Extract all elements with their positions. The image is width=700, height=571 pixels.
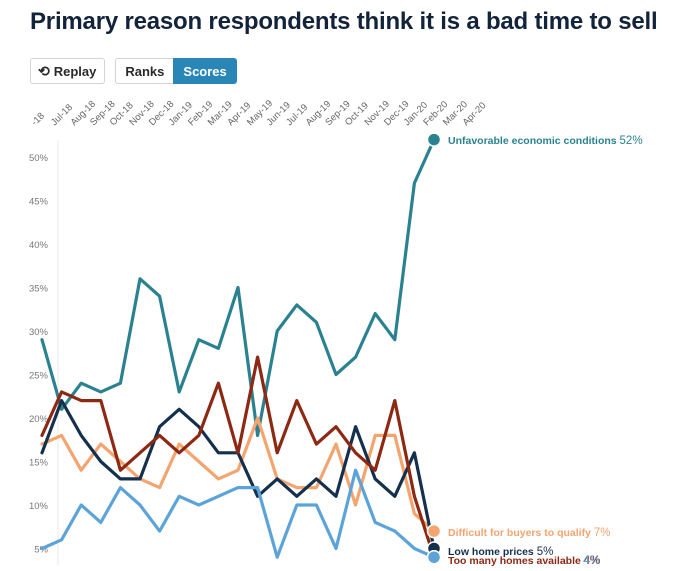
series-line-5: [40, 468, 436, 559]
series-line-3: [40, 399, 436, 551]
series-value: 52%: [620, 135, 643, 147]
series-end-marker-2: [426, 523, 442, 539]
series-name: Low home prices: [448, 546, 537, 558]
series-line-4: [40, 355, 436, 559]
series-end-marker-5: [426, 549, 442, 565]
y-tick-label: 5%: [34, 545, 48, 556]
y-tick-label: 50%: [29, 153, 49, 164]
series-value: 5%: [537, 546, 554, 558]
series-line-1: [40, 138, 436, 437]
y-tick-label: 20%: [29, 414, 49, 425]
view-toggle: Ranks Scores: [115, 58, 237, 84]
series-end-marker-1: [426, 132, 442, 147]
tab-ranks[interactable]: Ranks: [115, 58, 174, 84]
series-end-label-5: 4%: [583, 555, 600, 567]
y-tick-label: 40%: [29, 240, 49, 251]
replay-button[interactable]: ⟲ Replay: [30, 58, 106, 84]
series-end-label-4: Too many homes available 4%: [448, 555, 600, 567]
page-title: Primary reason respondents think it is a…: [30, 8, 658, 35]
replay-icon: ⟲: [38, 62, 50, 79]
y-tick-label: 25%: [29, 371, 49, 382]
series-value: 7%: [594, 527, 611, 539]
chart-controls: ⟲ Replay Ranks Scores: [30, 58, 237, 84]
series-value: 4%: [583, 555, 600, 567]
series-name: Unfavorable economic conditions: [448, 135, 620, 147]
series-name: Difficult for buyers to qualify: [448, 527, 594, 539]
series-end-label-1: Unfavorable economic conditions 52%: [448, 135, 643, 147]
replay-label: Replay: [53, 63, 97, 79]
x-tick-label: -18: [29, 111, 46, 128]
series-value: 4%: [584, 555, 601, 567]
y-tick-label: 15%: [29, 458, 49, 469]
y-tick-label: 35%: [29, 284, 49, 295]
y-tick-label: 10%: [29, 501, 49, 512]
series-name: Too many homes available: [448, 555, 584, 567]
series-end-label-3: Low home prices 5%: [448, 546, 553, 558]
tab-scores[interactable]: Scores: [173, 58, 237, 84]
y-tick-label: 30%: [29, 327, 49, 338]
y-tick-label: 45%: [29, 197, 49, 208]
series-end-label-2: Difficult for buyers to qualify 7%: [448, 527, 610, 539]
